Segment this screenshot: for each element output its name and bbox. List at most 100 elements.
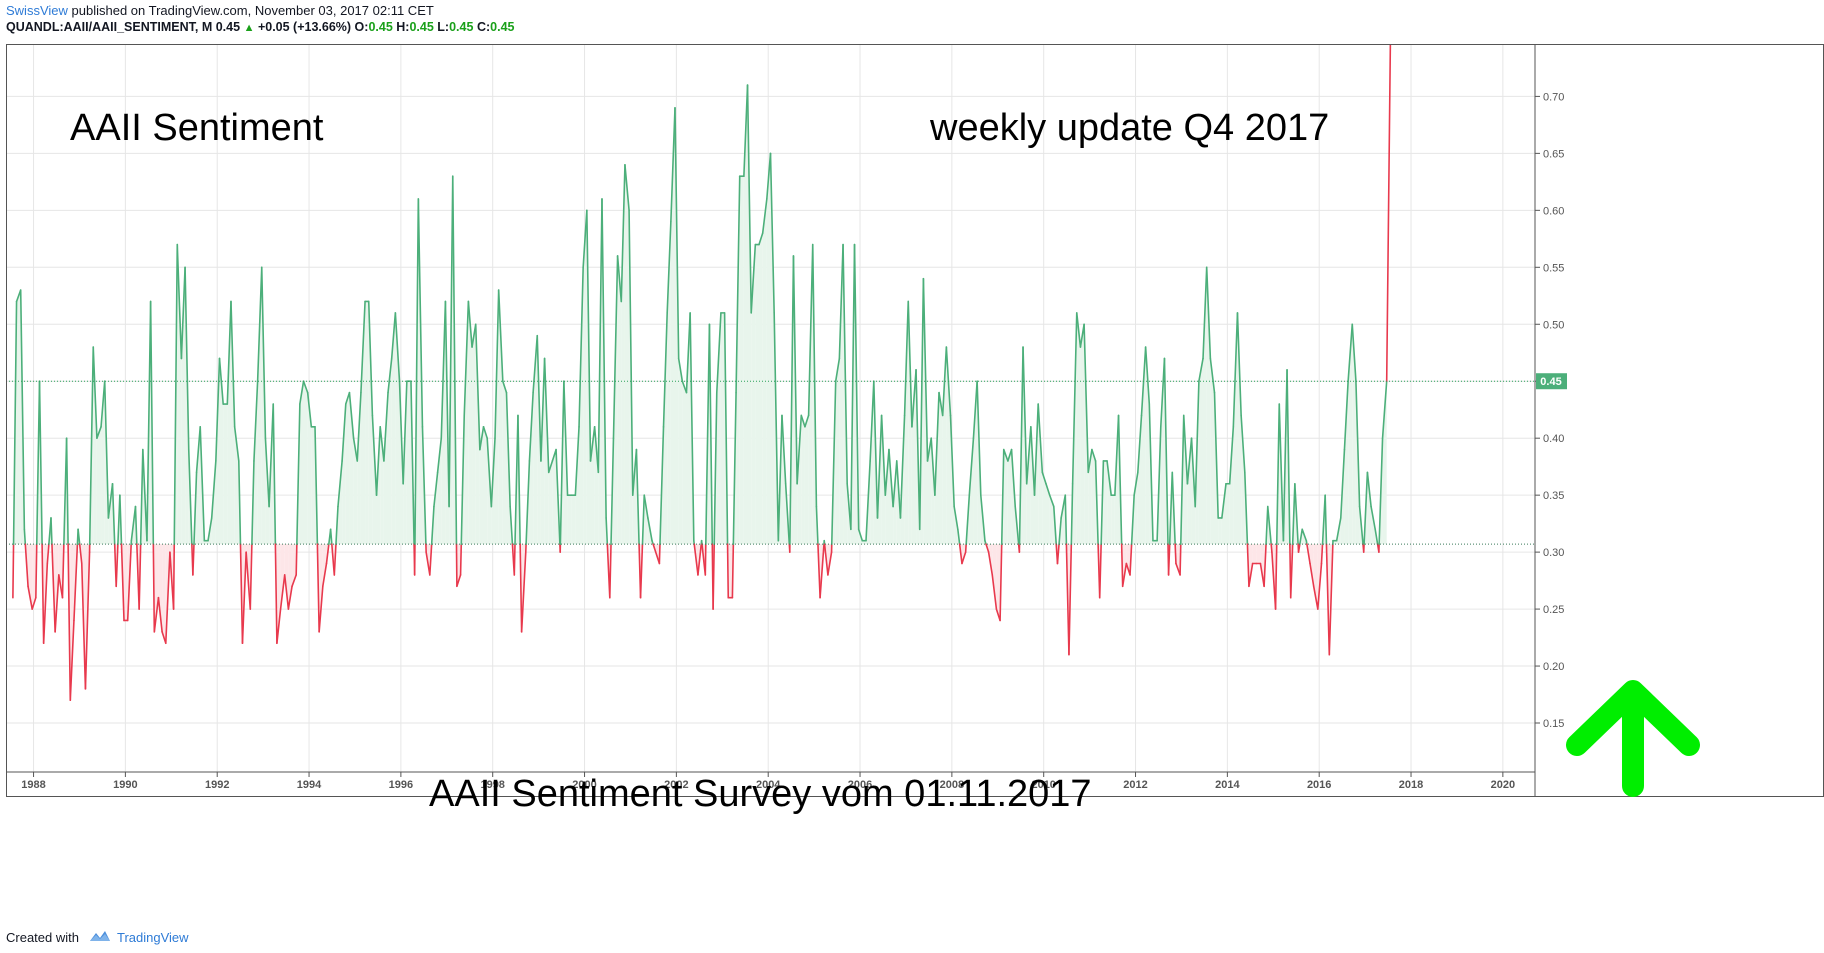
line-segment-above bbox=[1213, 391, 1219, 519]
line-segment-below bbox=[69, 619, 75, 702]
line-segment-below bbox=[115, 543, 119, 588]
line-segment-above bbox=[1301, 528, 1308, 542]
line-segment-below bbox=[126, 543, 132, 622]
line-segment-above bbox=[525, 460, 531, 545]
tradingview-link[interactable]: TradingView bbox=[116, 929, 189, 945]
area-segment bbox=[1183, 415, 1188, 545]
line-segment-above bbox=[1275, 403, 1281, 545]
line-segment-above bbox=[1366, 471, 1372, 508]
line-segment-above bbox=[1266, 505, 1272, 545]
line-segment-above bbox=[907, 300, 913, 428]
area-segment bbox=[885, 449, 889, 545]
area-segment bbox=[223, 404, 228, 545]
area-segment bbox=[464, 301, 469, 545]
line-segment-above bbox=[732, 391, 737, 545]
x-tick-label: 2016 bbox=[1307, 779, 1331, 791]
area-segment bbox=[512, 544, 515, 575]
line-segment-above bbox=[773, 312, 780, 542]
line-segment-below bbox=[1120, 543, 1124, 588]
line-segment-above bbox=[367, 300, 374, 417]
line-segment-above bbox=[830, 380, 837, 545]
area-segment bbox=[345, 392, 350, 545]
author-link[interactable]: SwissView bbox=[6, 3, 68, 18]
area-segment bbox=[498, 290, 503, 545]
symbol-name[interactable]: QUANDL:AAII/AAII_SENTIMENT, M bbox=[6, 20, 213, 34]
area-segment bbox=[1003, 449, 1008, 545]
line-segment-above bbox=[387, 357, 393, 394]
line-segment-below bbox=[41, 543, 45, 645]
y-tick-label: 0.70 bbox=[1543, 91, 1564, 103]
line-segment-below bbox=[1309, 562, 1315, 588]
area-segment bbox=[1111, 495, 1115, 545]
area-segment bbox=[583, 210, 587, 545]
line-segment-above bbox=[1114, 414, 1120, 496]
line-segment-below bbox=[1248, 562, 1254, 588]
line-segment-below bbox=[987, 551, 994, 576]
line-segment-above bbox=[356, 391, 362, 462]
area-segment bbox=[406, 381, 411, 545]
chart-area[interactable]: 0.70 0.65 0.60 0.55 0.50 0.45 0.40 0.35 0.30 0.25… bbox=[6, 43, 1824, 914]
line-segment-above bbox=[1294, 482, 1299, 545]
area-segment bbox=[1126, 544, 1131, 575]
line-segment-above bbox=[884, 448, 890, 496]
line-segment-above bbox=[926, 437, 933, 462]
x-tick-label: 2002 bbox=[664, 779, 688, 791]
area-segment bbox=[1252, 544, 1257, 564]
line-segment-below bbox=[80, 562, 87, 690]
line-segment-below bbox=[192, 543, 195, 576]
y-tick-label: 0.35 bbox=[1543, 490, 1564, 502]
line-segment-above bbox=[436, 437, 443, 474]
area-segment bbox=[720, 312, 725, 545]
line-segment-above bbox=[758, 232, 764, 246]
y-tick-label: 0.20 bbox=[1543, 661, 1564, 673]
line-segment-above bbox=[444, 300, 450, 508]
line-segment-above bbox=[800, 414, 806, 428]
sentiment-chart[interactable]: 0.70 0.65 0.60 0.55 0.50 0.45 0.40 0.35 0.30 0.25… bbox=[6, 43, 1824, 914]
line-segment-above bbox=[1240, 414, 1246, 474]
line-segment-above bbox=[972, 380, 978, 439]
line-segment-below bbox=[652, 543, 657, 553]
line-segment-above bbox=[1094, 460, 1099, 545]
line-segment-above bbox=[65, 437, 69, 545]
line-segment-above bbox=[857, 528, 864, 542]
line-segment-below bbox=[1129, 543, 1133, 576]
area-segment bbox=[1256, 544, 1261, 564]
line-segment-above bbox=[1014, 505, 1020, 545]
last-value-badge bbox=[1536, 373, 1567, 390]
tradingview-logo-icon bbox=[89, 929, 111, 946]
line-segment-above bbox=[296, 403, 301, 545]
area-segment bbox=[996, 544, 1001, 621]
line-segment-above bbox=[957, 528, 961, 545]
line-segment-above bbox=[502, 380, 508, 394]
line-segment-above bbox=[1186, 437, 1193, 485]
line-segment-above bbox=[421, 425, 427, 545]
line-segment-above bbox=[1070, 482, 1074, 545]
line-segment-above bbox=[1045, 482, 1051, 496]
line-segment-above bbox=[337, 460, 343, 508]
area-segment bbox=[357, 392, 361, 545]
line-segment-below bbox=[459, 543, 463, 576]
area-segment bbox=[904, 301, 909, 545]
area-segment bbox=[276, 544, 281, 644]
area-segment bbox=[1229, 426, 1234, 545]
line-segment-below bbox=[658, 543, 661, 565]
line-segment-above bbox=[193, 471, 198, 545]
line-segment-above bbox=[1100, 460, 1105, 545]
area-segment bbox=[1045, 483, 1050, 545]
area-segment bbox=[342, 404, 346, 545]
line-segment-above bbox=[486, 437, 493, 508]
line-segment-below bbox=[84, 551, 91, 690]
line-segment-above bbox=[1137, 414, 1143, 474]
area-segment bbox=[770, 153, 775, 545]
publish-text: published on TradingView.com, November 0… bbox=[71, 3, 434, 18]
line-segment-above bbox=[713, 391, 718, 545]
line-segment-above bbox=[708, 323, 714, 545]
line-segment-above bbox=[941, 346, 948, 417]
area-segment bbox=[70, 544, 74, 701]
area-segment bbox=[1042, 472, 1046, 545]
line-segment-above bbox=[589, 425, 596, 462]
line-segment-above bbox=[479, 425, 485, 451]
line-segment-above bbox=[390, 312, 397, 360]
line-segment-above bbox=[1168, 471, 1174, 545]
line-segment-above bbox=[1339, 448, 1346, 519]
